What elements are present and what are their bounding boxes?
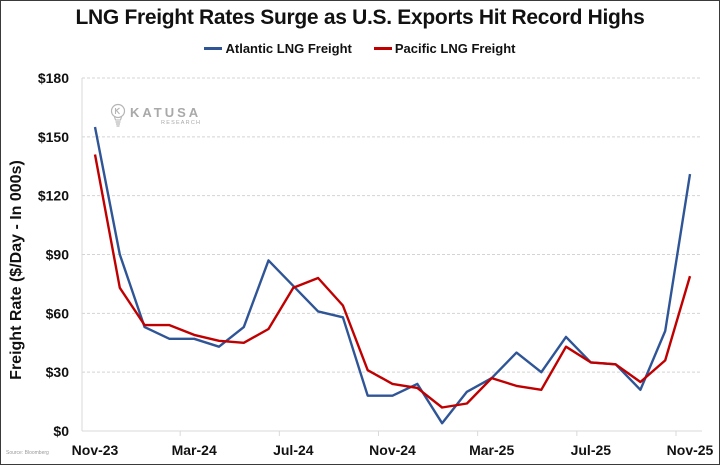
- x-tick-label: Nov-25: [667, 442, 714, 458]
- y-tick-label: $180: [38, 70, 69, 86]
- y-tick-label: $120: [38, 188, 69, 204]
- x-tick-label: Mar-25: [469, 442, 514, 458]
- y-tick-label: $30: [46, 364, 70, 380]
- legend: Atlantic LNG Freight Pacific LNG Freight: [0, 41, 720, 56]
- y-tick-label: $150: [38, 129, 69, 145]
- series-line-pacific: [93, 154, 692, 409]
- x-tick-label: Nov-23: [72, 442, 119, 458]
- x-tick-label: Nov-24: [369, 442, 416, 458]
- y-tick-label: $60: [46, 305, 70, 321]
- source-note: Source: Bloomberg: [6, 450, 49, 456]
- legend-item-atlantic: Atlantic LNG Freight: [204, 41, 352, 56]
- watermark-sub: RESEARCH: [161, 119, 202, 126]
- x-tick-label: Jul-24: [273, 442, 314, 458]
- watermark-brand: KATUSA: [130, 104, 202, 120]
- x-tick-label: Mar-24: [172, 442, 217, 458]
- y-tick-label: $90: [46, 247, 70, 263]
- y-tick-label: $0: [53, 423, 69, 439]
- x-tick-labels: Nov-23 Mar-24 Jul-24 Nov-24 Mar-25 Jul-25 Nov-…: [72, 431, 714, 458]
- legend-swatch-atlantic: [204, 47, 223, 50]
- lightbulb-icon: [110, 103, 126, 127]
- chart-title: LNG Freight Rates Surge as U.S. Exports …: [75, 6, 645, 29]
- watermark-logo: KATUSA RESEARCH: [110, 103, 201, 129]
- y-tick-labels: $0 $30 $60 $90 $120 $150 $180: [38, 70, 69, 439]
- legend-item-pacific: Pacific LNG Freight: [373, 41, 516, 56]
- legend-label-pacific: Pacific LNG Freight: [394, 41, 516, 56]
- legend-swatch-pacific: [373, 47, 392, 50]
- series-line-atlantic: [93, 126, 692, 425]
- gridlines: [81, 77, 702, 432]
- series-lines: [93, 126, 692, 425]
- x-tick-label: Jul-25: [571, 442, 612, 458]
- legend-label-atlantic: Atlantic LNG Freight: [225, 41, 352, 56]
